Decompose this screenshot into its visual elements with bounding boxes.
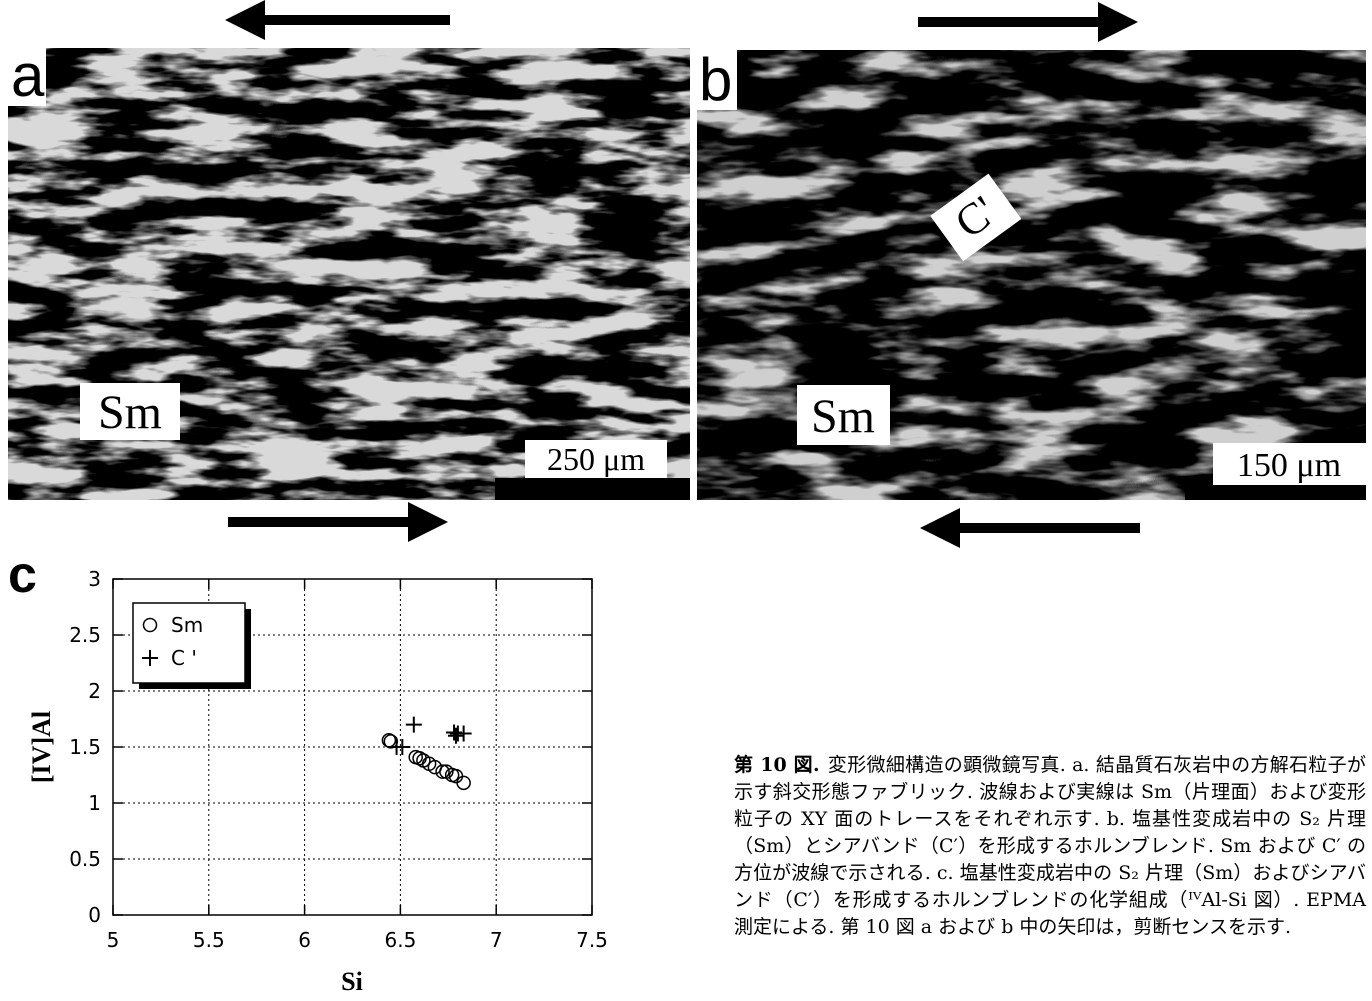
legend-label: C '	[171, 646, 197, 670]
scale-bar	[495, 478, 690, 500]
x-tick-label: 7	[490, 928, 503, 952]
scale-bar	[1185, 485, 1366, 500]
panel-label: b	[699, 46, 732, 113]
y-tick-label: 0	[88, 903, 101, 927]
data-point	[406, 717, 422, 733]
caption-label: 第 10 図.	[734, 754, 820, 776]
y-tick-label: 2	[88, 679, 101, 703]
y-tick-label: 3	[88, 567, 101, 591]
data-point	[446, 724, 462, 740]
x-tick-label: 6.5	[384, 928, 416, 952]
data-point	[457, 776, 470, 789]
x-axis-label: Si	[341, 967, 363, 996]
x-tick-label: 5.5	[193, 928, 225, 952]
y-tick-label: 2.5	[69, 623, 101, 647]
y-tick-label: 0.5	[69, 847, 101, 871]
caption: 第 10 図.変形微細構造の顕微鏡写真. a. 結晶質石灰岩中の方解石粒子が示す…	[734, 752, 1366, 941]
scale-label: 150 μm	[1237, 447, 1341, 484]
foliation-label: Sm	[98, 386, 162, 439]
scale-label: 250 μm	[547, 441, 645, 477]
foliation-label: Sm	[811, 390, 875, 443]
x-tick-label: 5	[107, 928, 120, 952]
panel-label: a	[11, 42, 45, 109]
data-point	[448, 728, 464, 744]
panel-label: c	[8, 546, 37, 604]
y-axis-label: [IV]Al	[27, 711, 56, 783]
caption-text: 変形微細構造の顕微鏡写真. a. 結晶質石灰岩中の方解石粒子が示す斜交形態ファブ…	[734, 754, 1366, 938]
scatter-chart: 5 5.5 6 6.5 7 7.5 0 0.5 1 1.5 2 2.5 3 Sm C '	[69, 567, 608, 952]
legend-label: Sm	[171, 613, 203, 637]
x-tick-label: 7.5	[576, 928, 608, 952]
y-tick-label: 1	[88, 791, 101, 815]
y-tick-label: 1.5	[69, 735, 101, 759]
x-tick-label: 6	[298, 928, 311, 952]
page: a Sm 250 μm b C' Sm 150 μm c Si [IV]Al 5…	[0, 0, 1372, 1001]
